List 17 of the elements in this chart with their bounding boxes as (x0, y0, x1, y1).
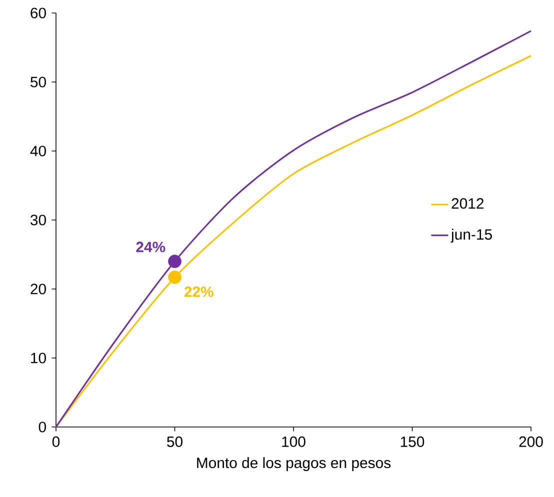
x-axis-title: Monto de los pagos en pesos (197, 457, 391, 472)
data-label: 22% (184, 286, 214, 297)
y-tick-label: 60 (30, 8, 46, 18)
legend-label: 2012 (452, 198, 484, 209)
y-tick-label: 20 (30, 284, 46, 294)
y-tick-label: 0 (38, 422, 46, 432)
y-tick-label: 40 (30, 146, 46, 156)
x-tick-label: 200 (519, 436, 543, 448)
x-tick-label: 50 (167, 436, 182, 448)
y-tick-label: 30 (30, 214, 46, 226)
x-tick-label: 150 (400, 436, 424, 448)
x-tick-label: 100 (282, 436, 306, 448)
data-label: 24% (136, 242, 166, 252)
y-tick-label: 10 (31, 352, 46, 364)
y-tick-label: 50 (30, 76, 46, 88)
legend-label: jun-15 (450, 228, 492, 243)
x-tick-label: 0 (52, 436, 60, 448)
